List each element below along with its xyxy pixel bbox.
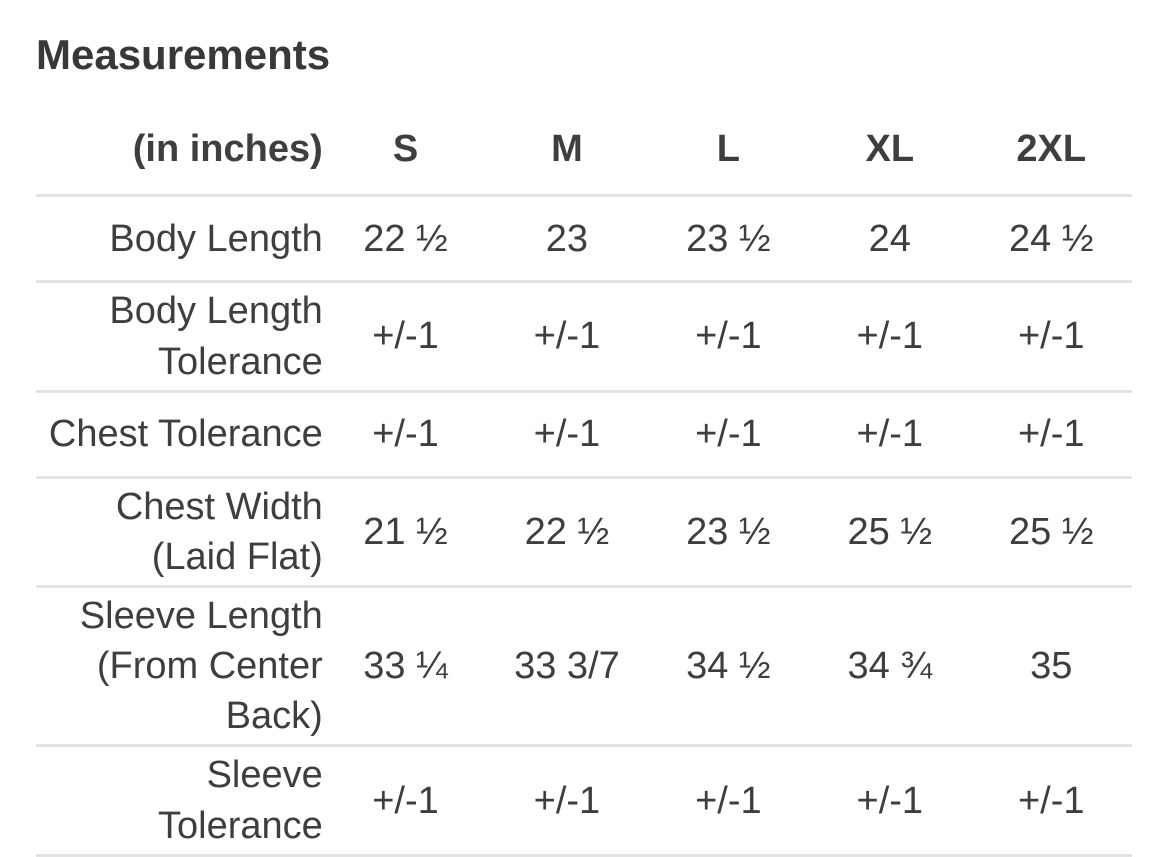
table-row-body-length: Body Length 22 ½ 23 23 ½ 24 24 ½ [36, 196, 1132, 282]
header-row: (in inches) S M L XL 2XL [36, 104, 1132, 198]
cell-value: +/-1 [695, 413, 762, 456]
unit-label: (in inches) [36, 104, 325, 198]
section-title: Measurements [36, 31, 331, 78]
size-chart-body: Body Length 22 ½ 23 23 ½ 24 24 ½ Body Le… [36, 196, 1132, 856]
cell-value: 24 [868, 217, 911, 260]
size-header-l: L [647, 104, 810, 198]
cell-value: 23 ½ [686, 217, 771, 260]
size-header-s: S [324, 104, 487, 198]
table-row-sleeve-length: Sleeve Length (From Center Back) 33 ¼ 33… [36, 587, 1132, 746]
cell-value: +/-1 [372, 779, 439, 822]
cell-value: +/-1 [856, 315, 924, 358]
size-header-2xl: 2XL [970, 104, 1132, 198]
table-row-chest-tolerance: Chest Tolerance +/-1 +/-1 +/-1 +/-1 +/-1 [36, 391, 1132, 478]
cell-value: 25 ½ [1009, 510, 1094, 553]
cell-value: +/-1 [372, 315, 439, 358]
table-row-chest-width: Chest Width (Laid Flat) 21 ½ 22 ½ 23 ½ 2… [36, 477, 1132, 587]
cell-value: 23 ½ [686, 510, 771, 553]
cell-value: +/-1 [533, 315, 601, 358]
row-label: Chest Tolerance [48, 413, 323, 456]
row-label: Chest Width (Laid Flat) [115, 485, 323, 578]
cell-value: +/-1 [856, 413, 924, 456]
cell-value: +/-1 [695, 315, 762, 358]
cell-value: 23 [545, 217, 589, 260]
cell-value: +/-1 [372, 413, 439, 456]
cell-value: +/-1 [1017, 413, 1085, 456]
table-row-sleeve-tolerance: Sleeve Tolerance +/-1 +/-1 +/-1 +/-1 +/-… [36, 746, 1132, 856]
size-header-m: M [486, 104, 648, 198]
cell-value: +/-1 [1017, 315, 1085, 358]
row-label: Sleeve Tolerance [158, 754, 323, 847]
cell-value: 24 ½ [1009, 217, 1094, 260]
cell-value: +/-1 [533, 413, 601, 456]
row-label: Sleeve Length (From Center Back) [79, 595, 323, 738]
cell-value: 34 ½ [686, 645, 771, 688]
cell-value: 21 ½ [363, 510, 448, 553]
row-label: Body Length [109, 217, 323, 260]
size-chart-header: (in inches) S M L XL 2XL [36, 104, 1132, 198]
row-label: Body Length Tolerance [109, 290, 323, 383]
cell-value: +/-1 [1017, 779, 1085, 822]
table-row-body-length-tolerance: Body Length Tolerance +/-1 +/-1 +/-1 +/-… [36, 282, 1132, 392]
cell-value: 33 ¼ [363, 645, 448, 688]
cell-value: +/-1 [856, 779, 924, 822]
cell-value: 34 ¾ [847, 645, 933, 688]
cell-value: 33 3/7 [514, 645, 620, 688]
cell-value: 25 ½ [847, 510, 933, 553]
cell-value: +/-1 [695, 779, 762, 822]
size-chart-table: (in inches) S M L XL 2XL Body Length 22 … [36, 104, 1132, 856]
cell-value: 35 [1030, 645, 1073, 688]
cell-value: 22 ½ [524, 510, 610, 553]
cell-value: +/-1 [533, 779, 601, 822]
size-header-xl: XL [809, 104, 971, 198]
cell-value: 22 ½ [363, 217, 448, 260]
